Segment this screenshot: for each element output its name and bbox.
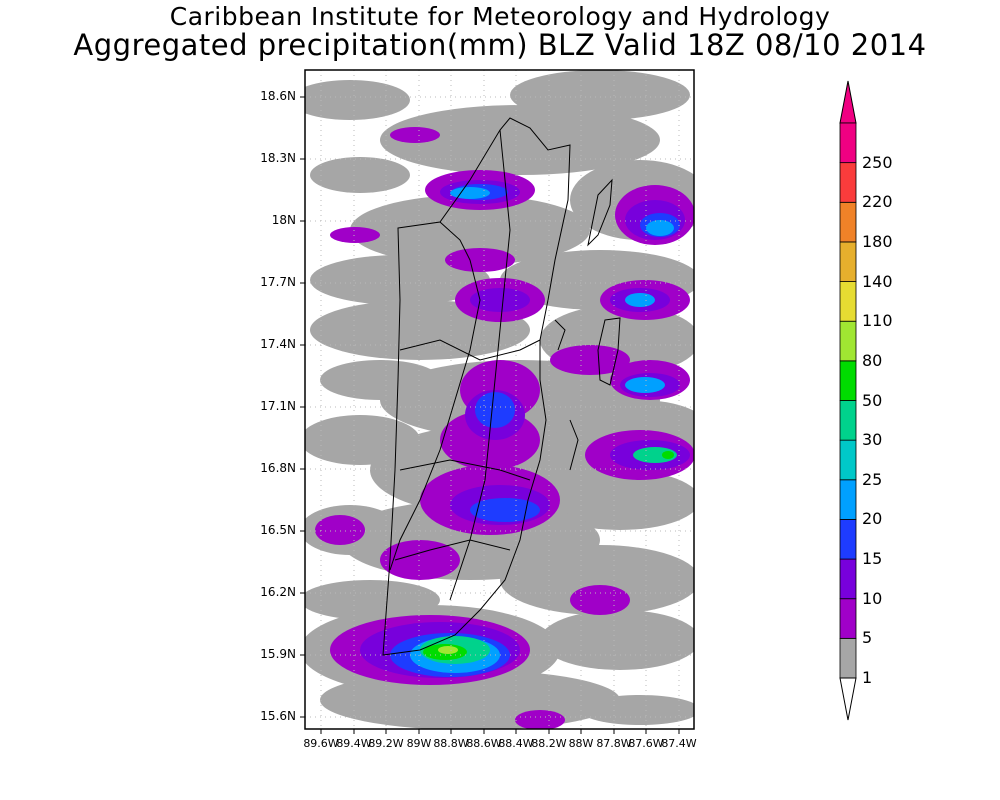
colorbar-bin <box>839 598 857 639</box>
colorbar-label: 1 <box>862 668 873 687</box>
colorbar-bin <box>839 241 857 282</box>
lat-label: 15.9N <box>260 647 296 661</box>
lon-label: 87.4W <box>661 737 697 750</box>
colorbar-over-arrow <box>839 80 857 124</box>
precip-contour-80mm <box>438 646 458 654</box>
lat-label: 16.8N <box>260 461 296 475</box>
colorbar <box>839 80 857 721</box>
colorbar-label: 140 <box>862 271 893 291</box>
colorbar-label: 20 <box>862 509 883 529</box>
lon-label: 89.6W <box>303 737 339 750</box>
lon-label: 88.4W <box>498 737 534 750</box>
colorbar-bin <box>839 122 857 164</box>
lat-label: 18.6N <box>260 89 296 103</box>
map-title: Caribbean Institute for Meteorology and … <box>169 2 831 31</box>
lat-label: 16.5N <box>260 523 296 537</box>
colorbar-label: 25 <box>862 469 883 489</box>
lon-label: 89W <box>406 737 432 750</box>
axis-ticks <box>300 96 680 734</box>
colorbar-label: 180 <box>862 231 893 251</box>
colorbar-label: 250 <box>862 152 893 172</box>
precip-field <box>305 70 694 729</box>
lon-label: 87.6W <box>628 737 664 750</box>
colorbar-label: 110 <box>862 311 893 331</box>
colorbar-bin <box>839 320 857 362</box>
lon-label: 88.8W <box>433 737 469 750</box>
colorbar-label: 5 <box>862 628 873 648</box>
lat-label: 15.6N <box>260 709 296 723</box>
lon-label: 88W <box>568 737 594 750</box>
colorbar-bin <box>839 558 857 600</box>
belize-outline <box>382 117 621 656</box>
colorbar-bin <box>839 281 857 322</box>
colorbar-bin <box>839 439 857 481</box>
map-subtitle: Aggregated precipitation(mm) BLZ Valid 1… <box>73 28 927 62</box>
colorbar-bin <box>839 400 857 441</box>
colorbar-label: 10 <box>862 588 883 608</box>
lon-label: 88.6W <box>466 737 502 750</box>
colorbar-bin <box>839 479 857 520</box>
lat-label: 17.1N <box>260 399 296 413</box>
lat-label: 16.2N <box>260 585 296 599</box>
colorbar-label: 50 <box>862 390 883 410</box>
lat-label: 17.7N <box>260 275 296 289</box>
lon-label: 89.2W <box>368 737 404 750</box>
colorbar-label: 80 <box>862 350 883 370</box>
map-frame <box>304 69 695 730</box>
colorbar-label: 220 <box>862 192 893 212</box>
colorbar-bin <box>839 637 857 679</box>
lat-label: 17.4N <box>260 337 296 351</box>
colorbar-bin <box>839 360 857 401</box>
colorbar-label: 15 <box>862 549 883 569</box>
colorbar-under-arrow <box>839 677 857 721</box>
precip-contour-1mm <box>305 70 694 729</box>
colorbar-bin <box>839 162 857 203</box>
lat-label: 18.3N <box>260 151 296 165</box>
colorbar-label: 30 <box>862 430 883 450</box>
lon-label: 89.4W <box>336 737 372 750</box>
colorbar-bin <box>839 201 857 243</box>
lon-label: 87.8W <box>596 737 632 750</box>
colorbar-bin <box>839 519 857 560</box>
lon-label: 88.2W <box>531 737 567 750</box>
lat-label: 18N <box>271 213 296 227</box>
